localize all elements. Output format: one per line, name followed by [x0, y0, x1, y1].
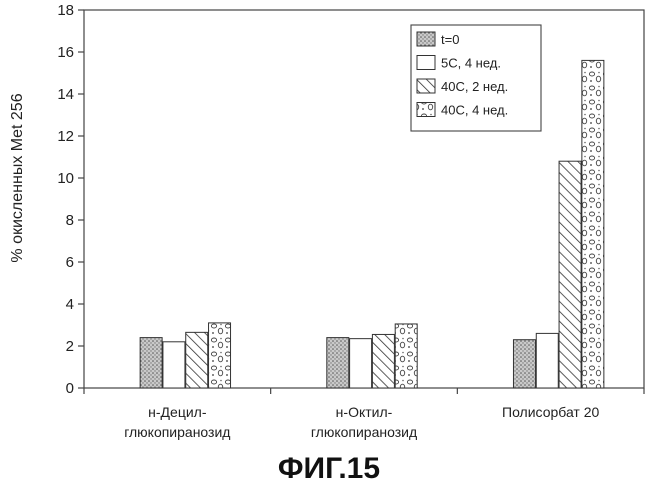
legend: t=0 5C, 4 нед. 40C, 2 нед. 40C, 4 нед.: [411, 25, 541, 131]
bar-3-2: [372, 334, 394, 388]
y-tick-label: 10: [57, 170, 74, 187]
legend-swatch: [417, 32, 435, 46]
bar-2-3: [536, 333, 558, 388]
bar-1-1: [140, 338, 162, 388]
bar-3-3: [559, 161, 581, 388]
legend-swatch: [417, 103, 435, 117]
figure-caption: ФИГ.15: [0, 452, 658, 486]
legend-label: 40C, 4 нед.: [441, 103, 508, 118]
legend-label: t=0: [441, 32, 459, 47]
bar-chart: 024681012141618 н-Децил-глюкопиранозидн-…: [0, 0, 658, 450]
x-tick-label: н-Октил-глюкопиранозид: [311, 404, 417, 440]
y-tick-label: 4: [66, 296, 74, 313]
bar-1-3: [513, 340, 535, 388]
y-tick-label: 18: [57, 2, 74, 19]
y-tick-label: 2: [66, 338, 74, 355]
bar-2-2: [350, 339, 372, 388]
y-axis-label: % окисленных Met 256: [9, 93, 26, 262]
legend-swatch: [417, 56, 435, 70]
y-tick-label: 0: [66, 380, 74, 397]
y-tick-label: 14: [57, 86, 74, 103]
y-tick-label: 16: [57, 44, 74, 61]
x-tick-label: н-Децил-глюкопиранозид: [124, 404, 230, 440]
bar-4-2: [395, 324, 417, 388]
legend-label: 5C, 4 нед.: [441, 56, 501, 71]
x-tick-label: Полисорбат 20: [502, 404, 600, 420]
y-tick-label: 12: [57, 128, 74, 145]
bar-2-1: [163, 342, 185, 388]
bar-4-3: [582, 60, 604, 388]
bar-3-1: [186, 332, 208, 388]
x-tick-labels: н-Децил-глюкопиранозид н-Октил-глюкопиран…: [84, 388, 644, 440]
y-tick-label: 8: [66, 212, 74, 229]
bar-1-2: [327, 338, 349, 388]
legend-swatch: [417, 79, 435, 93]
y-tick-label: 6: [66, 254, 74, 271]
legend-label: 40C, 2 нед.: [441, 79, 508, 94]
bar-4-1: [209, 323, 231, 388]
